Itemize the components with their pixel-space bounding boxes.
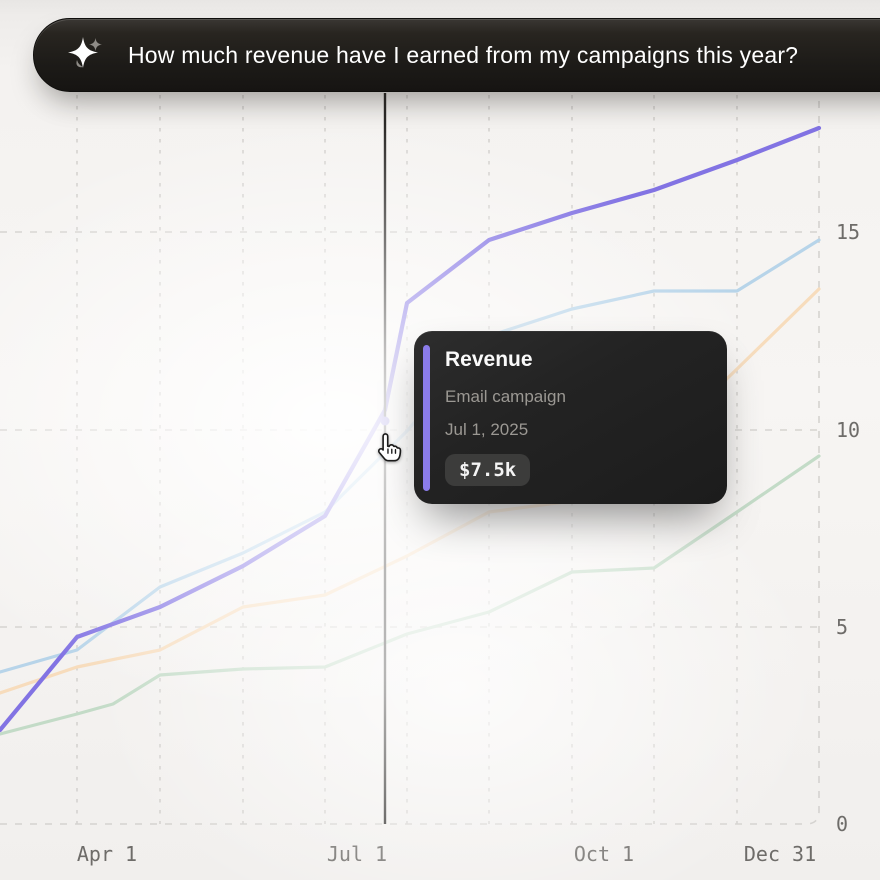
x-axis-label: Dec 31 xyxy=(743,842,817,866)
y-axis-label: 15 xyxy=(836,220,861,244)
pointer-cursor-icon xyxy=(369,431,406,468)
y-axis-label: 10 xyxy=(836,418,861,442)
tooltip-accent-bar xyxy=(423,345,430,491)
sparkle-icon xyxy=(62,33,106,77)
banner-question-text: How much revenue have I earned from my c… xyxy=(128,41,799,68)
hovered-point-dot xyxy=(380,416,390,426)
tooltip-title: Revenue xyxy=(445,348,533,371)
x-axis-label: Jul 1 xyxy=(326,842,388,866)
y-axis-label: 5 xyxy=(836,615,849,639)
tooltip-series-name: Email campaign xyxy=(445,387,566,406)
ai-question-banner[interactable]: How much revenue have I earned from my c… xyxy=(33,18,880,92)
x-axis-label: Apr 1 xyxy=(76,842,138,866)
y-axis-label: 0 xyxy=(836,812,849,836)
x-axis-label: Oct 1 xyxy=(573,842,635,866)
tooltip-value-badge: $7.5k xyxy=(445,454,531,486)
chart-tooltip: Revenue Email campaign Jul 1, 2025 $7.5k xyxy=(414,331,727,504)
tooltip-date: Jul 1, 2025 xyxy=(445,420,529,439)
